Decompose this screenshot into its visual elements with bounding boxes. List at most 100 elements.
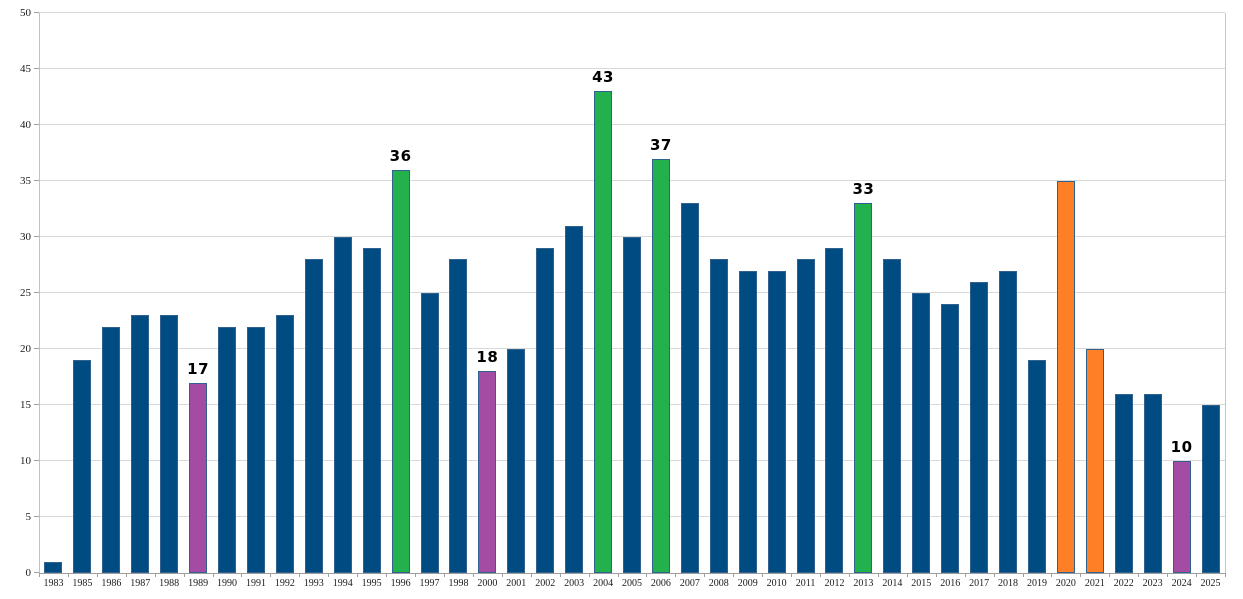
gridline-30: [39, 236, 1225, 237]
x-axis-label-1994: 1994: [332, 578, 353, 589]
x-axis-label-1997: 1997: [419, 578, 440, 589]
x-axis-label-2007: 2007: [679, 578, 700, 589]
bar-2016: [941, 304, 960, 573]
x-axis-tick-7: [241, 573, 242, 577]
x-axis-line: [39, 573, 1226, 574]
x-axis-label-2021: 2021: [1084, 578, 1105, 589]
bar-1992: [275, 315, 294, 573]
bar-2020: [1056, 181, 1075, 573]
plot-right-border: [1225, 13, 1226, 573]
bar-2018: [999, 271, 1018, 573]
x-axis-tick-1: [68, 573, 69, 577]
y-tick-30: [34, 236, 39, 237]
bar-1989: [189, 383, 208, 573]
y-axis-label-40: 40: [20, 119, 31, 131]
x-axis-label-1995: 1995: [361, 578, 382, 589]
bar-2013: [854, 203, 873, 573]
bar-value-label-2024: 10: [1170, 438, 1193, 456]
bar-2002: [536, 248, 555, 573]
x-axis-label-2019: 2019: [1026, 578, 1047, 589]
y-axis-label-45: 45: [20, 63, 31, 75]
bar-2000: [478, 371, 497, 573]
x-axis-tick-3: [126, 573, 127, 577]
bar-1990: [218, 327, 237, 573]
bar-value-label-2004: 43: [592, 68, 614, 86]
x-axis-label-1986: 1986: [101, 578, 122, 589]
x-axis-tick-2: [97, 573, 98, 577]
x-axis-tick-11: [357, 573, 358, 577]
x-axis-tick-21: [646, 573, 647, 577]
x-axis-label-2011: 2011: [795, 578, 816, 589]
x-axis-tick-34: [1023, 573, 1024, 577]
x-axis-label-2008: 2008: [708, 578, 729, 589]
y-tick-20: [34, 348, 39, 349]
bar-1995: [362, 248, 381, 573]
plot-area: 17 36 18 43 37 33 10: [39, 12, 1225, 573]
y-axis-label-20: 20: [20, 343, 31, 355]
x-axis-tick-38: [1138, 573, 1139, 577]
x-axis-tick-24: [733, 573, 734, 577]
y-axis-label-0: 0: [25, 567, 32, 579]
x-axis-tick-39: [1167, 573, 1168, 577]
x-axis-label-1988: 1988: [159, 578, 180, 589]
x-axis-label-2001: 2001: [506, 578, 527, 589]
x-axis-tick-35: [1051, 573, 1052, 577]
y-axis-label-10: 10: [20, 455, 31, 467]
bar-1998: [449, 259, 468, 573]
x-axis-tick-19: [589, 573, 590, 577]
gridline-45: [39, 68, 1225, 69]
bar-value-label-1989: 17: [187, 360, 210, 378]
bar-2017: [970, 282, 989, 573]
x-axis-tick-32: [965, 573, 966, 577]
bar-1983: [44, 562, 63, 573]
y-axis-label-5: 5: [25, 511, 32, 523]
x-axis-label-2002: 2002: [535, 578, 556, 589]
bar-value-label-2000: 18: [476, 348, 499, 366]
gridline-35: [39, 180, 1225, 181]
x-axis-tick-23: [704, 573, 705, 577]
bar-1985: [73, 360, 92, 573]
x-axis-tick-25: [762, 573, 763, 577]
bar-2010: [767, 271, 786, 573]
bar-2023: [1143, 394, 1162, 573]
y-axis-label-15: 15: [20, 399, 31, 411]
x-axis-label-1993: 1993: [303, 578, 324, 589]
x-axis-tick-31: [936, 573, 937, 577]
y-axis-line: [39, 13, 40, 573]
bar-2022: [1114, 394, 1133, 573]
bar-value-label-2013: 33: [852, 180, 875, 198]
x-axis-tick-17: [531, 573, 532, 577]
y-tick-35: [34, 180, 39, 181]
x-axis-tick-4: [155, 573, 156, 577]
y-axis-label-30: 30: [20, 231, 31, 243]
bar-2015: [912, 293, 931, 573]
x-axis-tick-15: [473, 573, 474, 577]
y-tick-25: [34, 292, 39, 293]
x-axis-tick-26: [791, 573, 792, 577]
bar-2006: [651, 159, 670, 573]
bar-2003: [565, 226, 584, 573]
x-axis-label-2015: 2015: [911, 578, 932, 589]
x-axis-label-2022: 2022: [1113, 578, 1134, 589]
x-axis-label-2013: 2013: [853, 578, 874, 589]
x-axis-tick-41: [1225, 573, 1226, 577]
x-axis-label-2020: 2020: [1055, 578, 1076, 589]
gridline-50: [39, 12, 1225, 13]
x-axis-tick-28: [849, 573, 850, 577]
x-axis-label-1998: 1998: [448, 578, 469, 589]
bar-1996: [391, 170, 410, 573]
bar-1987: [131, 315, 150, 573]
x-axis-tick-33: [994, 573, 995, 577]
x-axis-label-1987: 1987: [130, 578, 151, 589]
bar-value-label-2006: 37: [649, 136, 672, 154]
y-axis-label-50: 50: [20, 7, 31, 19]
x-axis-tick-40: [1196, 573, 1197, 577]
x-axis-tick-16: [502, 573, 503, 577]
x-axis-label-2024: 2024: [1171, 578, 1192, 589]
x-axis-label-1996: 1996: [390, 578, 411, 589]
x-axis-tick-30: [907, 573, 908, 577]
bar-2009: [738, 271, 757, 573]
x-axis-label-2003: 2003: [564, 578, 585, 589]
x-axis-label-2018: 2018: [998, 578, 1019, 589]
bar-2025: [1201, 405, 1220, 573]
